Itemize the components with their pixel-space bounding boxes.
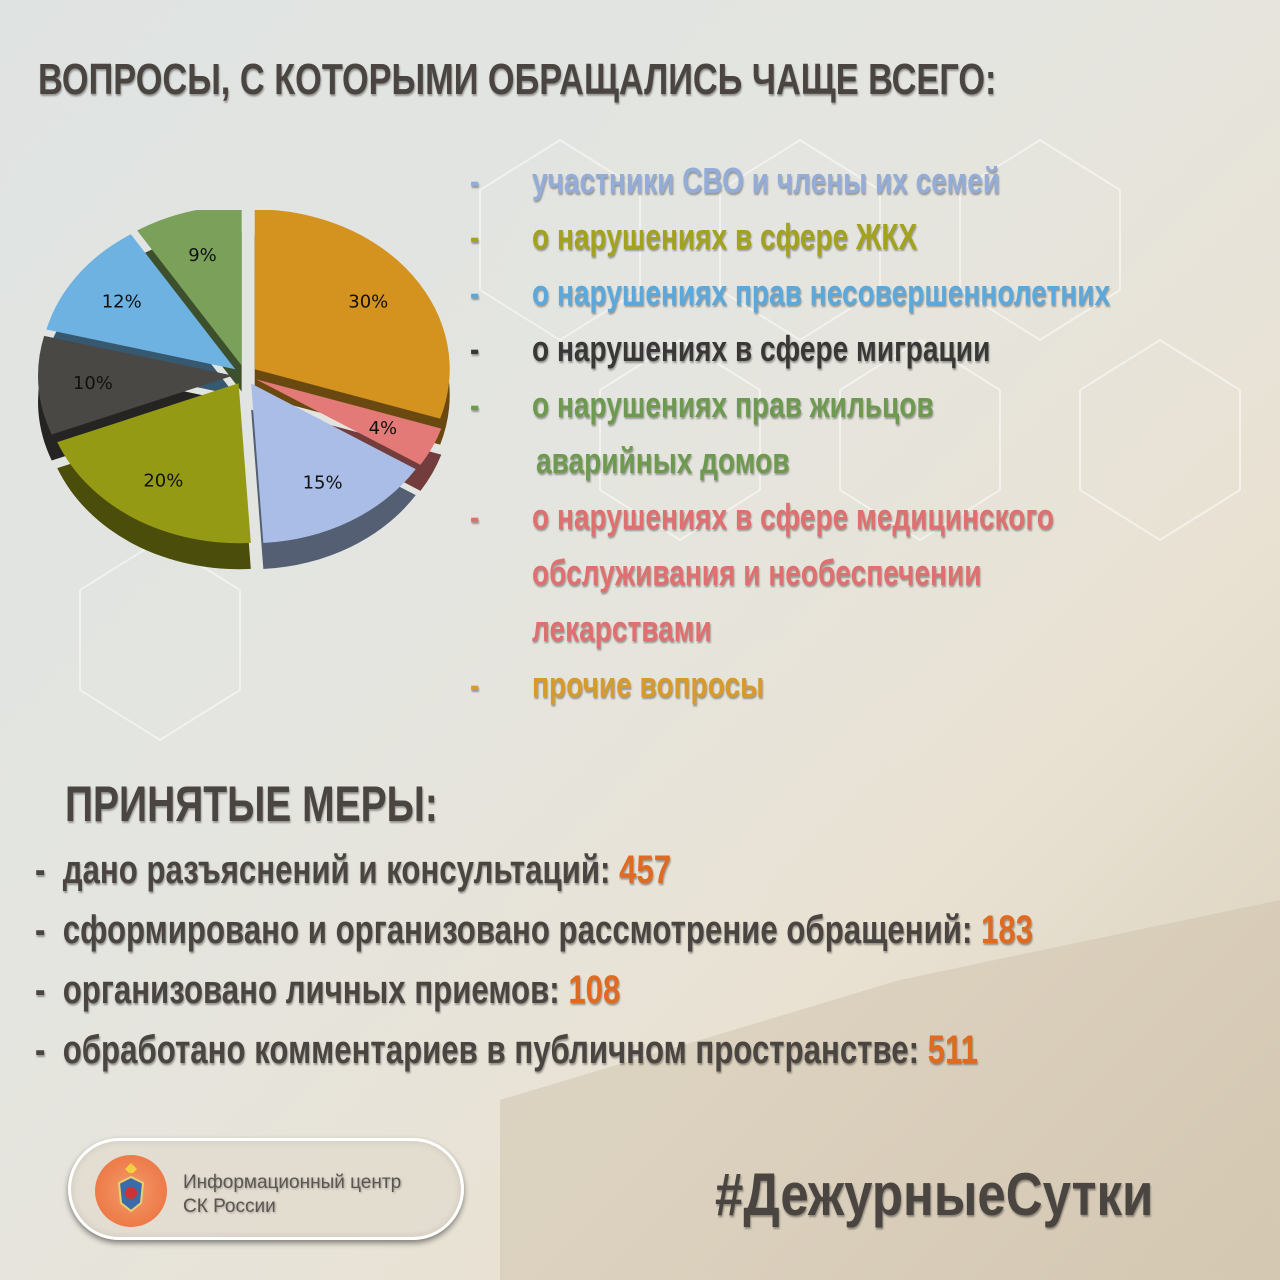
pie-slice xyxy=(137,210,242,366)
pie-slice xyxy=(254,210,450,419)
legend-dash: - xyxy=(470,216,480,257)
pie-data-label: 20% xyxy=(143,471,183,492)
bullet: - xyxy=(35,1028,63,1072)
legend-dash: - xyxy=(470,496,480,537)
legend-dash: - xyxy=(470,160,480,201)
legend-dash: - xyxy=(470,384,480,425)
measure-label: сформировано и организовано рассмотрение… xyxy=(62,908,973,952)
measure-item: - сформировано и организовано рассмотрен… xyxy=(35,908,1280,968)
pie-chart: 30% 4% 15% 20% 10% 12% 9% xyxy=(38,210,450,570)
pie-data-label: 15% xyxy=(303,473,343,494)
hashtag: #ДежурныеСутки xyxy=(715,1160,1231,1229)
bullet: - xyxy=(35,968,63,1012)
logo-line2: СК России xyxy=(183,1196,276,1217)
legend-text: аварийных домов xyxy=(536,440,790,481)
measure-item: - организовано личных приемов: 108 xyxy=(35,968,1280,1028)
legend-text: о нарушениях в сфере миграции xyxy=(532,328,991,369)
title-text: ВОПРОСЫ, С КОТОРЫМИ ОБРАЩАЛИСЬ ЧАЩЕ ВСЕГ… xyxy=(38,55,997,104)
pie-data-label: 10% xyxy=(73,373,113,394)
pie-slice xyxy=(57,383,251,544)
legend-text: о нарушениях прав несовершеннолетних xyxy=(532,272,1111,313)
pie-slice xyxy=(38,335,234,435)
logo-text: Информационный центр СК России xyxy=(183,1171,401,1219)
legend-text: участники СВО и члены их семей xyxy=(532,160,1001,201)
legend-dash: - xyxy=(470,328,480,369)
legend-text: о нарушениях в сфере медицинского xyxy=(532,496,1054,537)
pie-data-label: 4% xyxy=(369,418,398,439)
measures-title: ПРИНЯТЫЕ МЕРЫ: xyxy=(65,775,543,833)
legend-text: прочие вопросы xyxy=(532,664,765,705)
legend-text: о нарушениях прав жильцов xyxy=(532,384,934,425)
legend-text: лекарствами xyxy=(532,608,712,649)
logo-badge: Информационный центр СК России xyxy=(68,1138,464,1240)
legend-text: о нарушениях в сфере ЖКХ xyxy=(532,216,918,257)
pie-data-label: 12% xyxy=(102,292,142,313)
bullet: - xyxy=(35,848,63,892)
measure-value: 108 xyxy=(568,968,621,1012)
measure-item: - дано разъяснений и консультаций: 457 xyxy=(35,848,1280,908)
bullet: - xyxy=(35,908,63,952)
pie-data-label: 9% xyxy=(188,245,217,266)
measure-label: дано разъяснений и консультаций: xyxy=(62,848,611,892)
pie-data-label: 30% xyxy=(348,292,388,313)
legend-dash: - xyxy=(470,272,480,313)
measure-value: 457 xyxy=(619,848,672,892)
measures-list: - дано разъяснений и консультаций: 457- … xyxy=(35,848,1280,1088)
pie-slice xyxy=(251,383,416,544)
measure-item: - обработано комментариев в публичном пр… xyxy=(35,1028,1280,1088)
pie-slice xyxy=(46,234,236,370)
legend-text: обслуживания и необеспечении xyxy=(532,552,982,593)
measures-title-text: ПРИНЯТЫЕ МЕРЫ: xyxy=(65,776,438,832)
measure-value: 511 xyxy=(927,1028,978,1072)
legend-dash: - xyxy=(470,664,480,705)
emblem-icon xyxy=(95,1155,167,1227)
logo-line1: Информационный центр xyxy=(183,1172,402,1193)
hashtag-text: #ДежурныеСутки xyxy=(715,1161,1154,1228)
measure-label: организовано личных приемов: xyxy=(62,968,560,1012)
measure-value: 183 xyxy=(981,908,1034,952)
pie-slice xyxy=(255,379,442,465)
page-title: ВОПРОСЫ, С КОТОРЫМИ ОБРАЩАЛИСЬ ЧАЩЕ ВСЕГ… xyxy=(38,55,1267,105)
measure-label: обработано комментариев в публичном прос… xyxy=(62,1028,919,1072)
